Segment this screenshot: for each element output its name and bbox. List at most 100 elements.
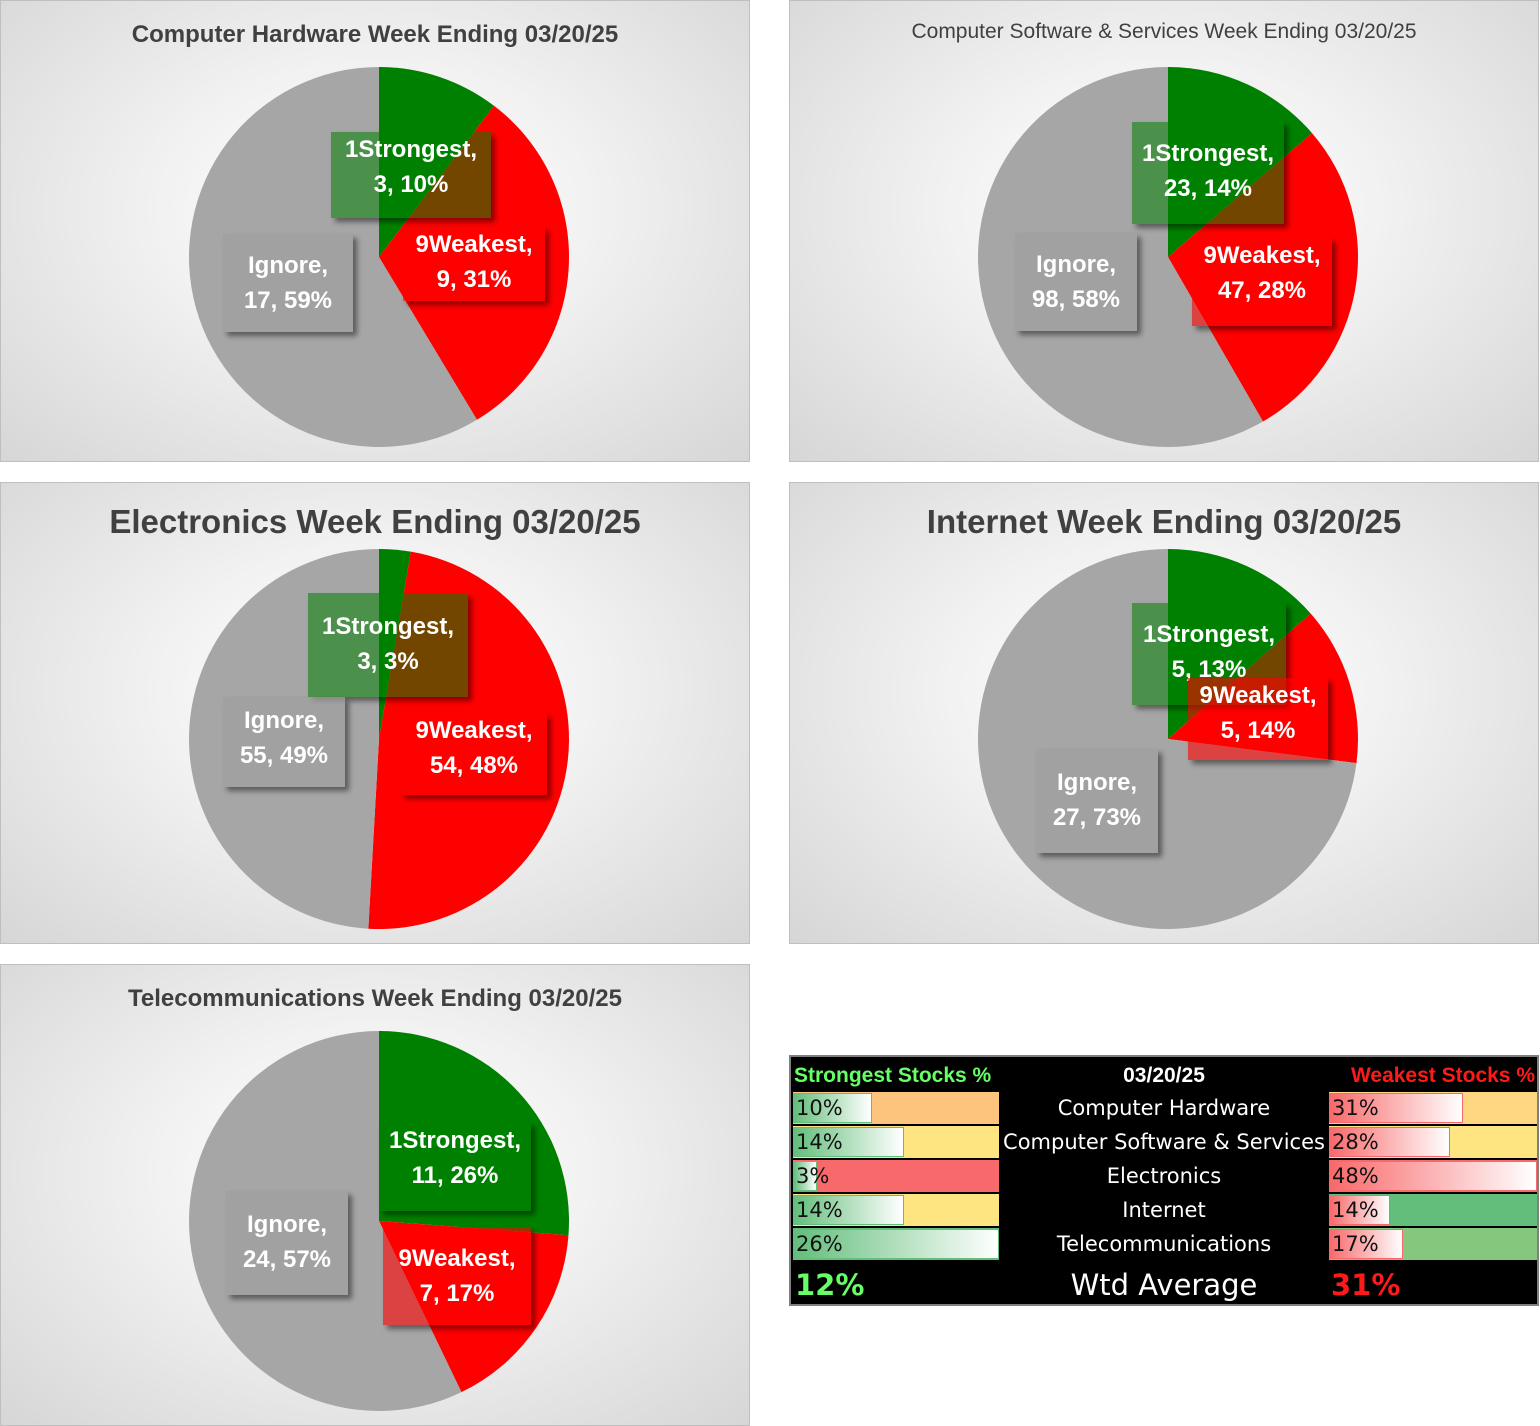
computer-software-services-chart: Computer Software & Services Week Ending…	[789, 0, 1539, 462]
label-strongest: 1Strongest, 3, 3%	[308, 593, 468, 697]
label-strongest-value: 11, 26%	[411, 1162, 499, 1189]
label-ignore: Ignore, 27, 73%	[1036, 749, 1158, 853]
chart-title: Electronics Week Ending 03/20/25	[109, 503, 641, 540]
label-ignore-name: Ignore,	[246, 1211, 327, 1238]
weakest-bar	[1329, 1195, 1390, 1225]
strongest-pct: 26%	[796, 1232, 843, 1256]
label-strongest-value: 23, 14%	[1163, 175, 1253, 202]
sector-name: Computer Software & Services	[1003, 1130, 1325, 1154]
weakest-bar	[1329, 1229, 1403, 1259]
pie-svg	[188, 67, 569, 448]
weakest-bar	[1329, 1127, 1451, 1157]
label-ignore-name: Ignore,	[1056, 769, 1137, 796]
strongest-cell: 3%	[793, 1160, 999, 1193]
chart-title: Computer Hardware Week Ending 03/20/25	[131, 21, 619, 48]
label-weakest: 9Weakest, 5, 14%	[1188, 678, 1328, 760]
label-ignore-value: 17, 59%	[243, 287, 333, 314]
strongest-bar	[793, 1127, 904, 1157]
strongest-bar	[793, 1229, 999, 1259]
weakest-cell: 17%	[1329, 1228, 1537, 1261]
computer-hardware-chart: Computer Hardware Week Ending 03/20/25 1…	[0, 0, 750, 462]
table-row: 14% Internet 14%	[791, 1194, 1537, 1228]
strongest-bar	[793, 1195, 904, 1225]
label-ignore-name: Ignore,	[247, 252, 328, 279]
weakest-cell: 31%	[1329, 1092, 1537, 1125]
weakest-bar	[1329, 1161, 1537, 1191]
sector-name: Electronics	[1106, 1164, 1222, 1188]
label-weakest: 9Weakest, 7, 17%	[383, 1227, 531, 1325]
wtd-label: Wtd Average	[1070, 1268, 1258, 1302]
weakest-cell: 48%	[1329, 1160, 1537, 1193]
sector-name: Internet	[1122, 1198, 1206, 1222]
label-ignore-name: Ignore,	[1035, 251, 1116, 278]
strongest-cell: 14%	[793, 1126, 999, 1159]
weakest-cell: 14%	[1329, 1194, 1537, 1227]
electronics-chart: Electronics Week Ending 03/20/25 1Strong…	[0, 482, 750, 944]
telecommunications-chart: Telecommunications Week Ending 03/20/25 …	[0, 964, 750, 1426]
label-weakest: 9Weakest, 47, 28%	[1192, 238, 1332, 326]
internet-chart: Internet Week Ending 03/20/25 1Strongest…	[789, 482, 1539, 944]
label-ignore-value: 24, 57%	[242, 1246, 332, 1273]
strongest-bar	[793, 1161, 817, 1191]
chart-title: Computer Software & Services Week Ending…	[911, 20, 1417, 43]
label-strongest: 1Strongest, 11, 26%	[379, 1123, 531, 1211]
label-strongest-name: 1Strongest,	[388, 1127, 522, 1154]
weakest-pct: 17%	[1332, 1232, 1379, 1256]
strongest-pct: 14%	[796, 1198, 843, 1222]
table-date: 03/20/25	[1123, 1064, 1205, 1087]
weakest-header: Weakest Stocks %	[1350, 1064, 1535, 1087]
sector-name: Computer Hardware	[1057, 1096, 1271, 1120]
weakest-pct: 31%	[1332, 1096, 1379, 1120]
weakest-pct: 48%	[1332, 1164, 1379, 1188]
label-weakest: 9Weakest, 9, 31%	[403, 227, 545, 301]
label-ignore-value: 98, 58%	[1031, 286, 1121, 313]
label-strongest-name: 1Strongest,	[344, 136, 478, 163]
pie-svg	[978, 549, 1358, 929]
table-row: 10% Computer Hardware 31%	[791, 1092, 1537, 1126]
weakest-pct: 14%	[1332, 1198, 1379, 1222]
label-ignore: Ignore, 98, 58%	[1015, 233, 1137, 331]
table-row: 26% Telecommunications 17%	[791, 1228, 1537, 1262]
pie-svg	[188, 1031, 570, 1411]
label-strongest-name: 1Strongest,	[321, 613, 455, 640]
weakest-cell: 28%	[1329, 1126, 1537, 1159]
label-weakest-value: 9, 31%	[436, 266, 512, 293]
strongest-pct: 3%	[796, 1164, 830, 1188]
label-weakest-name: 9Weakest,	[1203, 242, 1321, 269]
strongest-pct: 10%	[796, 1096, 843, 1120]
label-weakest-name: 9Weakest,	[415, 231, 533, 258]
label-ignore-name: Ignore,	[243, 707, 324, 734]
pie-svg	[189, 549, 569, 929]
label-ignore: Ignore, 55, 49%	[223, 697, 345, 787]
label-weakest-value: 7, 17%	[419, 1280, 495, 1307]
pie-svg	[978, 67, 1358, 447]
strongest-pct: 14%	[796, 1130, 843, 1154]
strongest-cell: 14%	[793, 1194, 999, 1227]
table-row: 3% Electronics 48%	[791, 1160, 1537, 1194]
label-strongest-name: 1Strongest,	[1141, 140, 1275, 167]
label-weakest-name: 9Weakest,	[1199, 682, 1317, 709]
wtd-strongest: 12%	[795, 1268, 865, 1302]
label-strongest: 1Strongest, 3, 10%	[331, 132, 491, 218]
label-weakest-name: 9Weakest,	[398, 1245, 516, 1272]
label-ignore: Ignore, 24, 57%	[226, 1191, 348, 1295]
label-ignore-value: 55, 49%	[239, 742, 329, 769]
label-strongest-name: 1Strongest,	[1142, 621, 1276, 648]
wtd-weakest: 31%	[1331, 1268, 1401, 1302]
chart-title: Telecommunications Week Ending 03/20/25	[128, 985, 622, 1012]
label-weakest-value: 47, 28%	[1217, 277, 1307, 304]
label-weakest-name: 9Weakest,	[415, 717, 533, 744]
label-strongest-value: 3, 10%	[373, 171, 449, 198]
label-ignore-value: 27, 73%	[1052, 804, 1142, 831]
label-weakest-value: 5, 14%	[1220, 717, 1296, 744]
label-ignore: Ignore, 17, 59%	[223, 234, 353, 332]
summary-table: Strongest Stocks % 03/20/25 Weakest Stoc…	[789, 1055, 1539, 1306]
label-strongest-value: 3, 3%	[357, 648, 419, 675]
chart-title: Internet Week Ending 03/20/25	[926, 503, 1402, 540]
label-strongest: 1Strongest, 23, 14%	[1132, 122, 1284, 224]
weakest-bar	[1329, 1093, 1464, 1123]
label-weakest-value: 54, 48%	[429, 752, 519, 779]
table-row: 14% Computer Software & Services 28%	[791, 1126, 1537, 1160]
label-weakest: 9Weakest, 54, 48%	[401, 713, 547, 795]
strongest-bar	[793, 1093, 873, 1123]
